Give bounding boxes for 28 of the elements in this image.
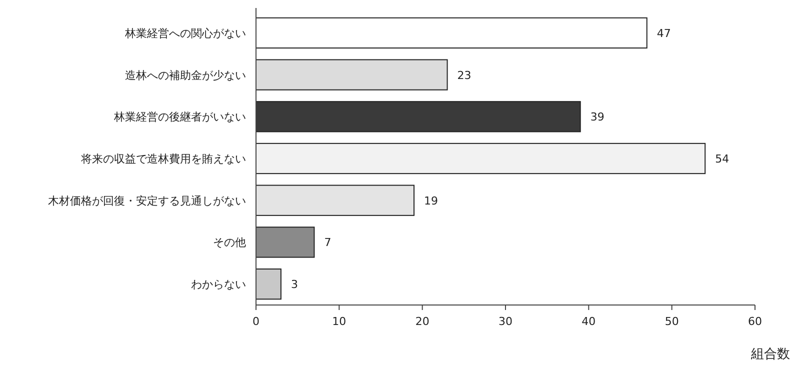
x-tick-label: 0	[252, 315, 260, 328]
x-tick-label: 60	[748, 315, 762, 328]
x-axis-title: 組合数	[750, 347, 790, 362]
bar	[256, 226, 315, 258]
x-tick-label: 10	[332, 315, 346, 328]
y-tick-label: 林業経営の後継者がいない	[113, 110, 246, 124]
x-tick-label: 40	[582, 315, 596, 328]
y-tick-label: 将来の収益で造林費用を賄えない	[80, 152, 246, 166]
y-tick-label: 林業経営への関心がない	[124, 26, 246, 40]
y-tick-label: わからない	[191, 278, 246, 292]
data-label: 54	[715, 152, 730, 166]
data-label: 23	[457, 68, 472, 82]
y-tick-label: その他	[213, 236, 246, 250]
bar	[256, 59, 448, 90]
y-tick-label: 木材価格が回復・安定する見通しがない	[48, 194, 246, 208]
data-label: 47	[656, 26, 671, 40]
x-tick-label: 20	[415, 315, 430, 328]
bar	[256, 268, 282, 300]
bar	[256, 142, 706, 174]
x-tick-label: 50	[664, 315, 679, 328]
data-label: 39	[590, 110, 604, 124]
y-tick-label: 造林への補助金が少ない	[125, 68, 246, 82]
data-label: 7	[324, 236, 332, 250]
x-tick-label: 30	[498, 315, 512, 328]
data-label: 3	[290, 278, 298, 292]
data-label: 19	[424, 194, 438, 208]
bar	[256, 184, 415, 216]
bar	[256, 17, 648, 48]
